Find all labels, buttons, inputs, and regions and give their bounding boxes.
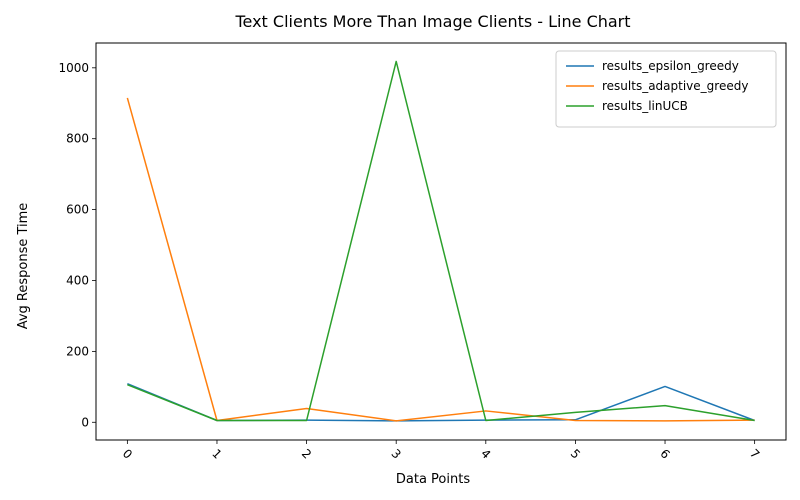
series-layer bbox=[126, 60, 755, 422]
chart-title: Text Clients More Than Image Clients - L… bbox=[234, 12, 630, 31]
y-tick-label: 0 bbox=[81, 415, 89, 429]
series-line-1 bbox=[126, 97, 755, 422]
y-tick-label: 600 bbox=[66, 203, 89, 217]
y-tick-label: 400 bbox=[66, 273, 89, 287]
y-axis: 0 200 400 600 800 1000 bbox=[58, 61, 96, 429]
legend-label-0: results_epsilon_greedy bbox=[602, 59, 739, 73]
y-tick-label: 1000 bbox=[58, 61, 89, 75]
plot-frame bbox=[95, 42, 787, 441]
legend-label-1: results_adaptive_greedy bbox=[602, 79, 748, 93]
y-tick-label: 800 bbox=[66, 132, 89, 146]
legend: results_epsilon_greedy results_adaptive_g… bbox=[555, 50, 777, 128]
x-axis-label: Data Points bbox=[396, 472, 470, 487]
y-tick-label: 200 bbox=[66, 344, 89, 358]
series-line-2 bbox=[127, 60, 755, 422]
legend-label-2: results_linUCB bbox=[602, 99, 688, 113]
legend-box bbox=[555, 50, 777, 128]
y-axis-label: Avg Response Time bbox=[16, 203, 31, 330]
